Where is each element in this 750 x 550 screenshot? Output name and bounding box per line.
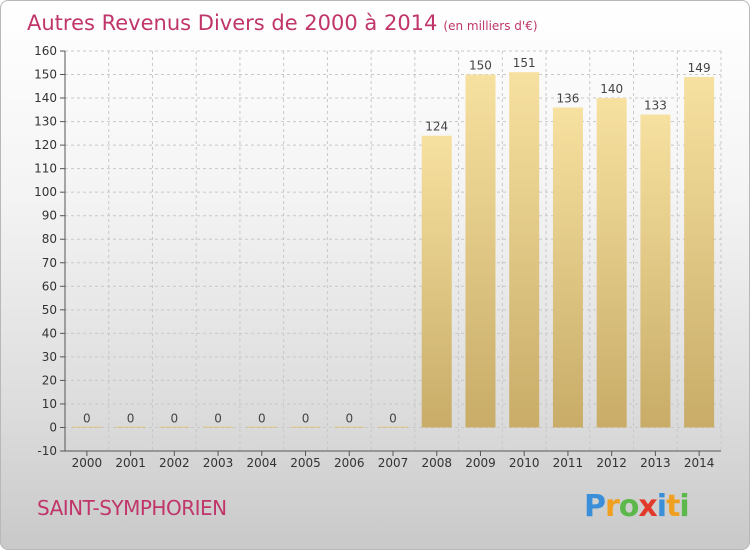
x-tick-label-2014: 2014: [684, 456, 715, 470]
bar-2009: [465, 74, 496, 428]
bar-2011: [552, 107, 583, 428]
y-tick-label: 70: [42, 256, 57, 270]
x-tick-label-2000: 2000: [72, 456, 103, 470]
x-tick-label-2005: 2005: [290, 456, 321, 470]
data-label-2006: 0: [345, 411, 353, 425]
y-tick-label: 90: [42, 209, 57, 223]
data-label-2002: 0: [171, 411, 179, 425]
y-tick-label: 50: [42, 303, 57, 317]
logo-letter: i: [679, 489, 689, 524]
chart-title: Autres Revenus Divers de 2000 à 2014 (en …: [27, 11, 538, 35]
x-tick-label-2001: 2001: [115, 456, 146, 470]
x-tick-label-2003: 2003: [203, 456, 234, 470]
y-tick-label: 140: [34, 91, 57, 105]
bar-2010: [509, 72, 540, 428]
bar-2000: [71, 426, 102, 428]
chart-title-unit: (en milliers d'€): [443, 19, 538, 33]
x-tick-label-2011: 2011: [553, 456, 584, 470]
data-label-2007: 0: [389, 411, 397, 425]
logo-letter: r: [605, 489, 620, 524]
y-tick-label: 10: [42, 397, 57, 411]
bar-2006: [334, 426, 365, 428]
bar-2001: [115, 426, 146, 428]
y-tick-label: 80: [42, 232, 57, 246]
data-label-2010: 151: [513, 56, 536, 70]
bar-2007: [378, 426, 408, 428]
bar-2014: [684, 76, 715, 428]
bar-2003: [203, 426, 234, 428]
x-tick-label-2004: 2004: [247, 456, 278, 470]
data-label-2014: 149: [688, 61, 711, 75]
proxiti-logo: Proxiti: [584, 489, 690, 524]
x-tick-labels: 2000 2001 2002 2003 2004 2005 2006 2007 2008 2009…: [72, 456, 715, 470]
y-tick-label: 150: [34, 68, 57, 82]
y-tick-label: -10: [37, 444, 57, 458]
x-tick-label-2008: 2008: [421, 456, 452, 470]
y-tick-label: 120: [34, 138, 57, 152]
data-label-2013: 133: [644, 99, 667, 113]
bars: [71, 72, 715, 428]
data-label-2000: 0: [83, 411, 91, 425]
x-tick-label-2012: 2012: [596, 456, 627, 470]
data-label-2008: 124: [425, 120, 448, 134]
bar-2002: [159, 426, 190, 428]
logo-letter: P: [584, 489, 606, 524]
bar-2008: [421, 135, 452, 428]
commune-name: SAINT-SYMPHORIEN: [37, 496, 227, 520]
x-tick-label-2002: 2002: [159, 456, 190, 470]
bar-2004: [246, 426, 277, 428]
y-tick-label: 130: [34, 115, 57, 129]
y-tick-label: 160: [34, 44, 57, 58]
logo-letter: o: [618, 489, 640, 524]
x-tick-label-2013: 2013: [640, 456, 671, 470]
bar-2012: [596, 98, 627, 428]
x-tick-label-2006: 2006: [334, 456, 365, 470]
y-tick-label: 30: [42, 350, 57, 364]
data-label-2005: 0: [302, 411, 310, 425]
data-label-2003: 0: [214, 411, 222, 425]
data-label-2009: 150: [469, 59, 492, 73]
y-tick-label: 20: [42, 373, 57, 387]
bar-2013: [640, 114, 671, 428]
logo-letter: x: [638, 489, 657, 524]
y-tick-label: 60: [42, 279, 57, 293]
y-tick-label: 40: [42, 326, 57, 340]
chart-title-main: Autres Revenus Divers de 2000 à 2014: [27, 11, 438, 35]
y-tick-label: 0: [49, 420, 57, 434]
data-label-2012: 140: [600, 82, 623, 96]
x-tick-label-2009: 2009: [465, 456, 496, 470]
data-label-2001: 0: [127, 411, 135, 425]
data-label-2011: 136: [556, 91, 579, 105]
bar-labels: 0 0 0 0 0 0 0 0 124 150 151 136 140 133 149: [83, 56, 711, 425]
bar-2005: [290, 426, 321, 428]
logo-letter: t: [666, 489, 680, 524]
y-tick-label: 110: [34, 162, 57, 176]
x-tick-label-2007: 2007: [378, 456, 409, 470]
x-tick-label-2010: 2010: [509, 456, 540, 470]
y-tick-labels: -10 0 10 20 30 40 50 60 70 80 90 100 110 120 130 140 150…: [34, 44, 57, 458]
y-tick-label: 100: [34, 185, 57, 199]
data-label-2004: 0: [258, 411, 266, 425]
axes: [60, 50, 721, 456]
logo-letter: i: [656, 489, 667, 524]
